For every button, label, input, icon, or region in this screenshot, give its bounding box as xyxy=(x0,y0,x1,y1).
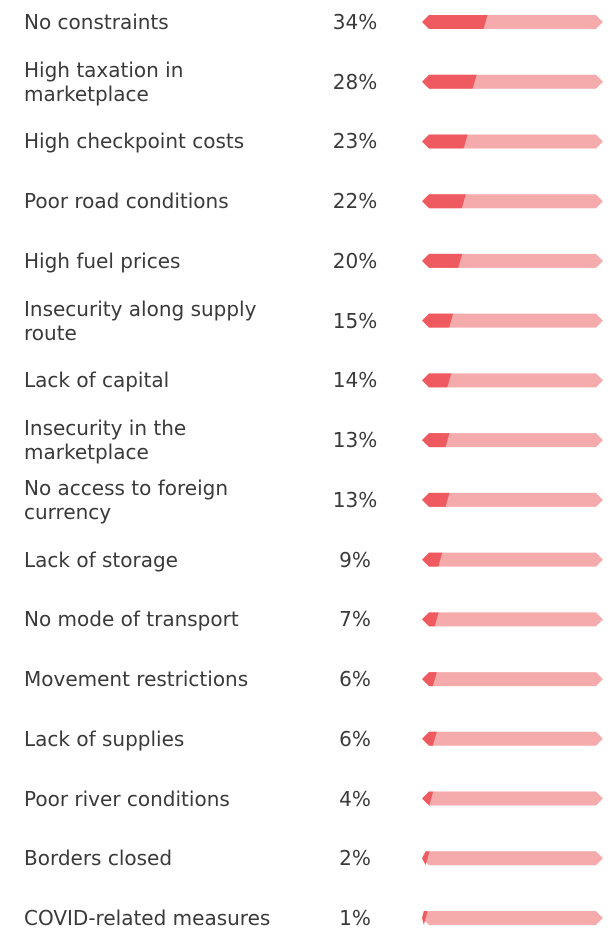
category-label: Lack of supplies xyxy=(24,726,185,751)
bar-track xyxy=(422,791,603,806)
bar-track xyxy=(422,731,603,746)
value-label: 9% xyxy=(339,547,371,572)
value-label: 6% xyxy=(339,667,371,692)
bar xyxy=(422,313,454,328)
value-label: 7% xyxy=(339,607,371,632)
value-label: 23% xyxy=(332,129,378,154)
category-label: No mode of transport xyxy=(24,607,239,632)
category-label: No access to foreign currency xyxy=(24,475,229,524)
category-label: Lack of storage xyxy=(24,547,178,572)
bar xyxy=(422,253,463,268)
category-label: Poor river conditions xyxy=(24,786,230,811)
bar xyxy=(422,851,430,866)
category-label: Insecurity along supply route xyxy=(24,296,257,345)
bar xyxy=(422,74,477,89)
category-label: High taxation in marketplace xyxy=(24,57,184,106)
bar xyxy=(422,492,450,507)
category-label: High fuel prices xyxy=(24,248,181,273)
bar-track xyxy=(422,492,603,507)
bar-track xyxy=(422,911,603,925)
value-label: 28% xyxy=(332,69,378,94)
category-label: Borders closed xyxy=(24,846,173,871)
bar-track xyxy=(422,552,603,567)
bar xyxy=(422,433,450,448)
bar-track xyxy=(422,433,603,448)
bar xyxy=(422,194,466,209)
bar-track xyxy=(422,612,603,627)
value-label: 15% xyxy=(332,308,378,333)
category-label: COVID-related measures xyxy=(24,906,271,930)
bar-track xyxy=(422,194,603,209)
bar xyxy=(422,552,443,567)
value-label: 22% xyxy=(332,189,378,214)
bar-track xyxy=(422,373,603,388)
bar xyxy=(422,15,488,29)
bar xyxy=(422,134,468,149)
bar-track xyxy=(422,851,603,866)
bar xyxy=(422,373,452,388)
value-label: 14% xyxy=(332,368,378,393)
value-label: 20% xyxy=(332,248,378,273)
bar xyxy=(422,731,437,746)
bar xyxy=(422,791,434,806)
bar xyxy=(422,672,437,687)
category-label: High checkpoint costs xyxy=(24,129,245,154)
bar xyxy=(422,911,428,925)
bar-track xyxy=(422,313,603,328)
value-label: 13% xyxy=(332,487,378,512)
category-label: Lack of capital xyxy=(24,368,170,393)
value-label: 13% xyxy=(332,428,378,453)
bar-track xyxy=(422,134,603,149)
bar xyxy=(422,612,439,627)
value-label: 34% xyxy=(332,10,378,34)
category-label: Poor road conditions xyxy=(24,189,229,214)
bar-track xyxy=(422,672,603,687)
bar-track xyxy=(422,253,603,268)
value-label: 4% xyxy=(339,786,371,811)
category-label: Movement restrictions xyxy=(24,667,249,692)
value-label: 6% xyxy=(339,726,371,751)
category-label: Insecurity in the marketplace xyxy=(24,416,187,465)
value-label: 2% xyxy=(339,846,371,871)
category-label: No constraints xyxy=(24,10,169,34)
value-label: 1% xyxy=(339,906,371,930)
